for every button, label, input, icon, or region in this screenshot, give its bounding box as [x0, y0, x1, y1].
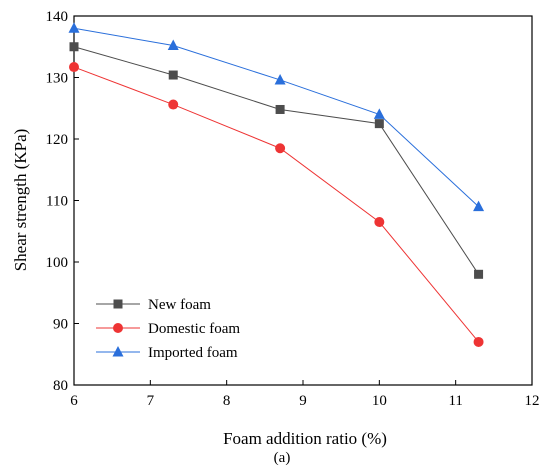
y-tick-label: 110 — [46, 194, 68, 210]
series-domestic-foam — [69, 62, 484, 347]
data-point — [69, 62, 79, 73]
x-axis-title: Foam addition ratio (%) — [223, 429, 387, 448]
legend-marker — [112, 346, 124, 357]
y-axis: 80 90 100 110 120 130 140 — [46, 9, 79, 394]
y-tick-label: 80 — [53, 378, 68, 394]
data-point — [168, 99, 179, 110]
data-point — [374, 119, 384, 129]
legend-label: Domestic foam — [148, 321, 240, 337]
series-layer — [68, 22, 485, 347]
y-tick-label: 140 — [46, 9, 69, 25]
series-imported-foam — [68, 22, 485, 212]
x-tick-label: 12 — [525, 393, 540, 409]
legend-item: Domestic foam — [96, 321, 240, 337]
x-tick-label: 10 — [372, 393, 387, 409]
legend-marker — [113, 323, 123, 333]
data-point — [473, 336, 484, 347]
data-point — [275, 143, 286, 154]
figure-caption: (a) — [274, 450, 291, 466]
y-tick-label: 120 — [46, 132, 69, 148]
data-point — [69, 42, 79, 52]
legend-item: Imported foam — [96, 345, 238, 361]
x-axis: 6 7 8 9 10 11 12 — [70, 380, 540, 409]
data-point — [275, 104, 285, 114]
y-tick-label: 100 — [46, 255, 69, 271]
x-tick-label: 9 — [299, 393, 307, 409]
y-axis-title: Shear strength (KPa) — [11, 129, 30, 272]
series-line — [73, 46, 479, 275]
data-point — [373, 108, 385, 119]
data-point — [473, 200, 485, 212]
y-tick-label: 130 — [46, 71, 69, 87]
legend-label: New foam — [148, 297, 211, 313]
x-tick-label: 7 — [147, 393, 155, 409]
data-point — [168, 70, 178, 80]
legend-item: New foam — [96, 297, 211, 313]
plot-frame — [73, 15, 533, 386]
x-tick-label: 6 — [70, 393, 78, 409]
legend-marker — [113, 299, 123, 309]
legend: New foam Domestic foam Imported foam — [96, 297, 240, 361]
plot-area — [73, 15, 533, 386]
x-tick-label: 8 — [223, 393, 231, 409]
x-tick-label: 11 — [448, 393, 462, 409]
data-point — [374, 217, 385, 228]
data-point — [167, 39, 179, 51]
data-point — [68, 22, 80, 33]
legend-label: Imported foam — [148, 345, 238, 361]
series-line — [73, 27, 479, 208]
data-point — [274, 73, 286, 85]
data-point — [474, 269, 484, 279]
series-new-foam — [69, 42, 484, 279]
y-tick-label: 90 — [53, 317, 68, 333]
